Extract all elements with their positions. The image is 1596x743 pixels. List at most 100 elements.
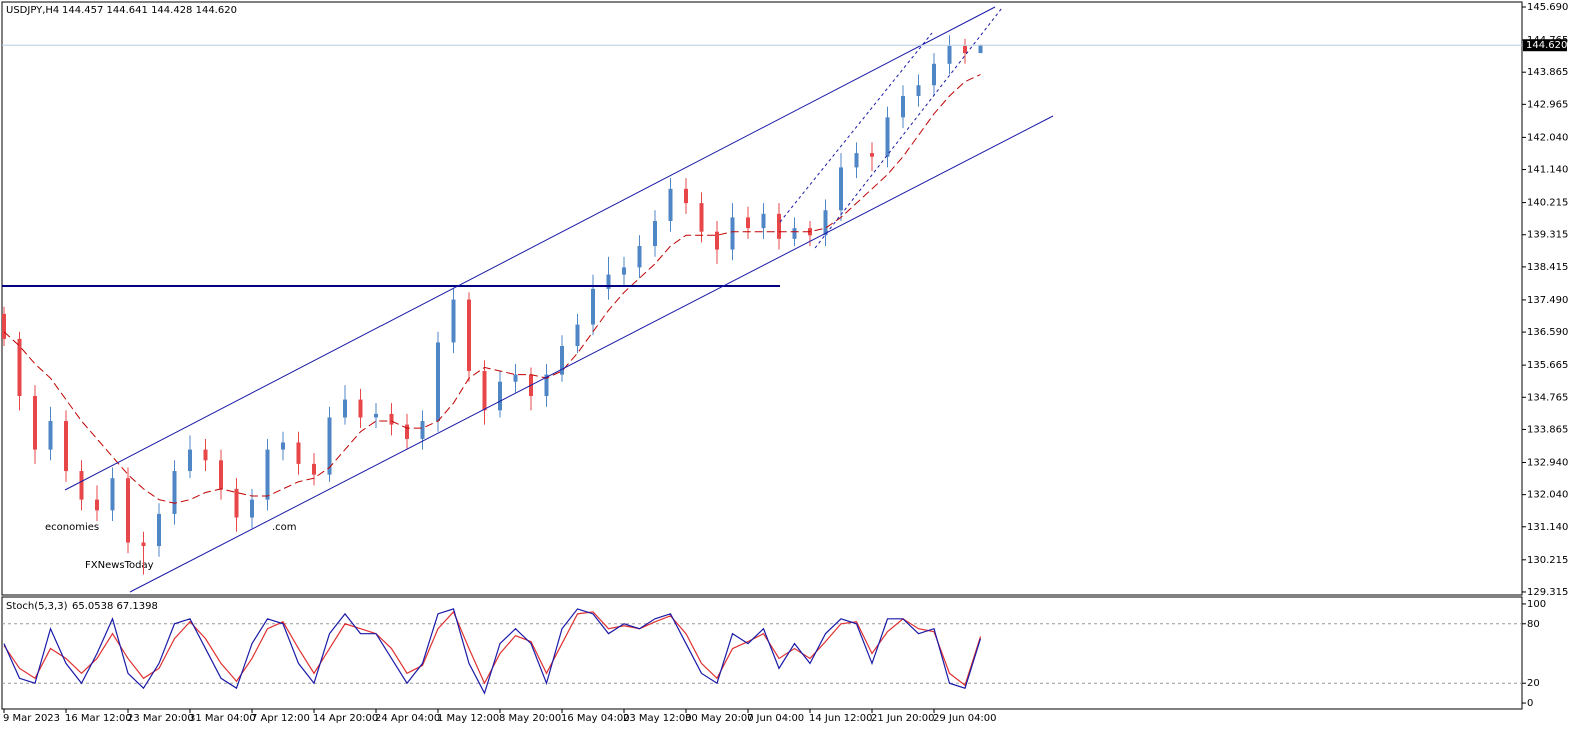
x-tick-label: 16 May 04:00 — [561, 713, 630, 724]
candle-body — [560, 346, 564, 375]
candle-body — [885, 117, 890, 157]
candle-body — [79, 471, 84, 500]
y-tick-label: 100 — [1527, 599, 1546, 610]
candle-body — [250, 499, 254, 518]
candle-body — [761, 213, 766, 229]
candle-body — [358, 399, 363, 418]
y-tick-label: 129.315 — [1527, 587, 1568, 598]
moving-average — [3, 74, 981, 504]
candle-body — [374, 413, 378, 418]
candle-body — [932, 63, 936, 86]
last-price-box — [1523, 39, 1567, 52]
y-tick-label: 138.415 — [1527, 262, 1568, 273]
candle-body — [482, 371, 487, 411]
candle-body — [188, 449, 192, 472]
candle-body — [792, 228, 797, 239]
x-tick-label: 21 Jun 20:00 — [871, 713, 935, 724]
y-tick-label: 80 — [1527, 619, 1540, 630]
candle-body — [219, 460, 223, 489]
candle-body — [281, 442, 285, 450]
candle-body — [947, 45, 952, 64]
y-tick-label: 140.215 — [1527, 198, 1568, 209]
candle-body — [513, 374, 518, 382]
candle-body — [234, 488, 239, 518]
y-tick-label: 131.140 — [1527, 522, 1568, 533]
candle-body — [839, 167, 843, 211]
x-tick-label: 14 Apr 20:00 — [313, 713, 378, 724]
candle-body — [498, 381, 502, 411]
candle-body — [715, 231, 719, 250]
candle-body — [451, 299, 456, 343]
channel-upper — [64, 6, 996, 491]
candle-body — [854, 153, 859, 168]
candle-body — [33, 396, 37, 450]
candle-body — [126, 478, 130, 543]
short-channel-lower — [814, 7, 1003, 249]
y-tick-label: 135.665 — [1527, 360, 1568, 371]
x-tick-label: 23 May 12:00 — [623, 713, 692, 724]
stoch-panel — [1, 596, 1523, 710]
candle-body — [591, 288, 595, 325]
candle-body — [777, 213, 781, 239]
x-tick-label: 29 Jun 04:00 — [933, 713, 997, 724]
y-tick-label: 141.140 — [1527, 165, 1568, 176]
stoch-title: Stoch(5,3,3) — [6, 601, 68, 612]
candle-body — [870, 153, 874, 157]
candle-body — [746, 217, 750, 229]
candle-body — [668, 188, 673, 221]
candle-body — [17, 338, 22, 397]
y-tick-label: 132.040 — [1527, 490, 1568, 501]
y-tick-label: 0 — [1527, 698, 1533, 709]
candle-body — [2, 313, 6, 339]
y-tick-label: 130.215 — [1527, 555, 1568, 566]
y-tick-label: 132.940 — [1527, 457, 1568, 468]
candle-body — [64, 421, 68, 472]
y-tick-label: 137.490 — [1527, 295, 1568, 306]
candle-body — [110, 478, 115, 511]
watermark-domain: .com — [272, 522, 297, 533]
candle-body — [420, 421, 425, 439]
stoch-line — [3, 608, 982, 695]
x-tick-label: 1 May 12:00 — [437, 713, 499, 724]
price-panel — [1, 1, 1523, 596]
candle-body — [916, 85, 921, 96]
candle-body — [265, 449, 270, 500]
candle-body — [467, 299, 471, 372]
candle-body — [622, 267, 626, 275]
candle-body — [637, 245, 642, 268]
x-tick-label: 30 May 20:00 — [685, 713, 754, 724]
candle-body — [436, 342, 440, 422]
y-tick-label: 136.590 — [1527, 327, 1568, 338]
symbol-title: USDJPY,H4 — [6, 5, 59, 16]
y-tick-label: 20 — [1527, 678, 1540, 689]
short-channel-upper — [779, 32, 933, 223]
last-price-label: 144.620 — [1526, 40, 1567, 51]
x-tick-label: 31 Mar 04:00 — [189, 713, 256, 724]
x-tick-label: 8 May 20:00 — [499, 713, 561, 724]
y-tick-label: 133.865 — [1527, 424, 1568, 435]
candle-body — [405, 424, 409, 439]
y-tick-label: 134.765 — [1527, 392, 1568, 403]
candle-body — [141, 542, 146, 547]
y-tick-label: 139.315 — [1527, 230, 1568, 241]
x-tick-label: 9 Mar 2023 — [3, 713, 60, 724]
candle-body — [95, 499, 99, 511]
candle-body — [653, 220, 657, 246]
candle-body — [157, 513, 161, 547]
channel-lower — [129, 115, 1054, 593]
candle-body — [823, 210, 828, 236]
y-tick-label: 143.865 — [1527, 67, 1568, 78]
candle-body — [343, 399, 347, 418]
x-tick-label: 16 Mar 12:00 — [65, 713, 132, 724]
candle-body — [389, 413, 394, 425]
candle-body — [901, 95, 905, 118]
candle-body — [48, 421, 53, 450]
y-tick-label: 142.040 — [1527, 132, 1568, 143]
candle-body — [203, 449, 208, 461]
candle-body — [575, 324, 580, 347]
candle-body — [544, 374, 549, 397]
candle-body — [606, 274, 611, 289]
symbol-quote: 144.457 144.641 144.428 144.620 — [62, 5, 237, 16]
candle-body — [699, 203, 704, 232]
